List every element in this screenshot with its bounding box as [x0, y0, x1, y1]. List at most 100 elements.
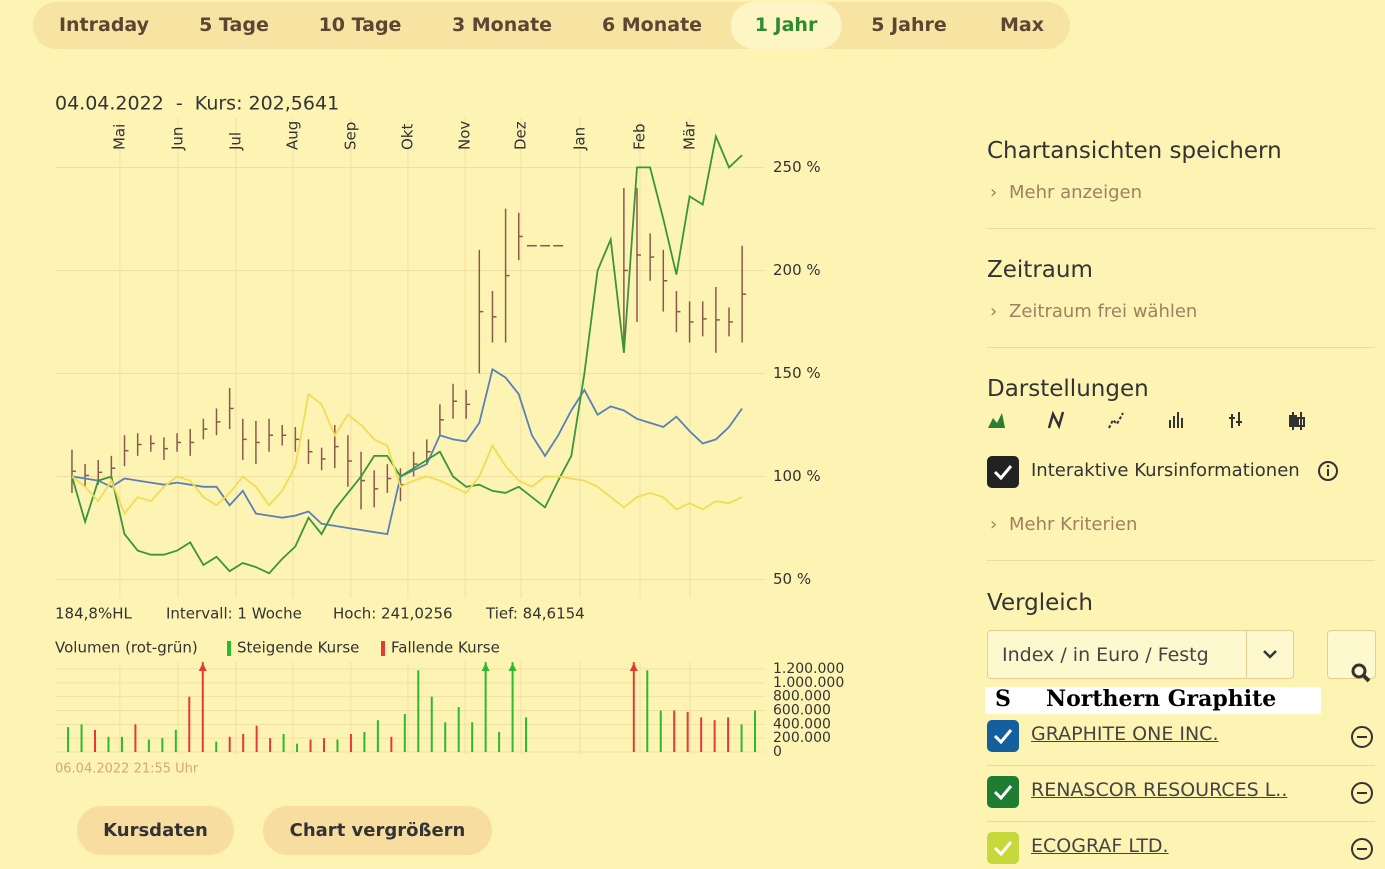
- checkbox[interactable]: [987, 832, 1019, 864]
- tab[interactable]: 5 Jahre: [871, 14, 947, 36]
- chevron: ›: [990, 514, 998, 535]
- y-tick-label: 800.000: [773, 689, 831, 705]
- search-icon: [1351, 663, 1371, 683]
- section-title: Chartansichten speichern: [987, 138, 1282, 164]
- select[interactable]: Index / in Euro / Festg: [987, 630, 1294, 679]
- x-tick-label: Nov: [455, 121, 473, 150]
- volume-bars: [67, 662, 757, 752]
- check: [993, 729, 1013, 745]
- legend-item[interactable]: RENASCOR RESOURCES L..: [1031, 779, 1288, 801]
- x-tick-label: Sep: [341, 122, 359, 150]
- y-tick-label: 400.000: [773, 716, 831, 732]
- tab[interactable]: 6 Monate: [601, 14, 703, 36]
- y-tick-label: 50 %: [773, 570, 811, 588]
- info-icon[interactable]: [1317, 460, 1339, 482]
- legend-label: Steigende Kurse: [237, 639, 359, 657]
- link[interactable]: Zeitraum frei wählen: [1009, 301, 1198, 322]
- x-tick-label: Feb: [631, 123, 649, 150]
- icon-ohlc[interactable]: [1229, 412, 1242, 428]
- tab[interactable]: Intraday: [58, 14, 150, 36]
- view-icons: [988, 410, 1305, 430]
- divider: [987, 821, 1375, 822]
- chevron: ›: [990, 301, 998, 322]
- overflow-arrow: [508, 663, 517, 671]
- tab[interactable]: 5 Tage: [199, 14, 269, 36]
- line-series: [71, 133, 743, 575]
- x-tick-label: Jun: [168, 127, 186, 151]
- x-tick-label: Mai: [110, 124, 128, 150]
- stat: 184,8%HL: [55, 605, 132, 623]
- chart-header: 04.04.2022 - Kurs: 202,5641: [55, 93, 339, 115]
- y-tick-label: 1.200.000: [773, 661, 844, 677]
- separator: [1246, 631, 1247, 678]
- overlay-band: S Northern Graphite: [985, 686, 1321, 714]
- check: [993, 465, 1013, 481]
- link[interactable]: Mehr Kriterien: [1009, 514, 1138, 535]
- icon-bars[interactable]: [1169, 412, 1183, 428]
- stat: Hoch: 241,0256: [333, 605, 453, 623]
- x-tick-label: Dez: [511, 121, 529, 150]
- section-title: Zeitraum: [987, 257, 1093, 283]
- x-tick-label: Mär: [680, 121, 698, 150]
- remove-icon[interactable]: [1349, 780, 1375, 806]
- volume-title: Volumen (rot-grün): [55, 639, 198, 657]
- search-button[interactable]: [1327, 630, 1376, 683]
- x-tick-label: Aug: [283, 121, 301, 150]
- y-tick-label: 200 %: [773, 261, 821, 279]
- x-tick-label: Jul: [226, 132, 244, 151]
- icon-area[interactable]: [988, 413, 1005, 428]
- remove-icon[interactable]: [1349, 724, 1375, 750]
- section-title: Darstellungen: [987, 376, 1149, 402]
- overflow-arrow: [198, 663, 207, 671]
- chevron-down: [1263, 650, 1277, 659]
- line-series: [71, 392, 743, 516]
- remove-circle: [1351, 782, 1373, 804]
- button[interactable]: Chart vergrößern: [263, 806, 492, 855]
- legend-label: Fallende Kurse: [391, 639, 500, 657]
- section-title: Vergleich: [987, 590, 1093, 616]
- check: [993, 785, 1013, 801]
- y-tick-label: 200.000: [773, 730, 831, 746]
- overflow-arrow: [481, 663, 490, 671]
- line-series: [71, 367, 743, 536]
- y-tick-label: 600.000: [773, 703, 831, 719]
- checkbox[interactable]: [987, 776, 1019, 808]
- button[interactable]: Kursdaten: [77, 806, 234, 855]
- x-tick-label: Okt: [398, 124, 416, 150]
- tab[interactable]: Max: [1000, 14, 1044, 36]
- tab[interactable]: 10 Tage: [318, 14, 402, 36]
- chevron: ›: [990, 182, 998, 203]
- x-tick-label: Jan: [570, 127, 588, 151]
- tab[interactable]: 3 Monate: [451, 14, 553, 36]
- legend-item[interactable]: GRAPHITE ONE INC.: [1031, 723, 1219, 745]
- legend-swatch: [227, 641, 231, 656]
- checkbox-label: Interaktive Kursinformationen: [1031, 460, 1300, 481]
- icon-dots[interactable]: [1108, 412, 1124, 429]
- divider: [987, 560, 1375, 561]
- tab[interactable]: 1 Jahr: [730, 2, 842, 49]
- tab-bar: Intraday 5 Tage 10 Tage 3 Monate 6 Monate 1 J…: [33, 2, 1070, 49]
- timestamp: 06.04.2022 21:55 Uhr: [55, 762, 199, 777]
- checkbox[interactable]: [987, 720, 1019, 752]
- icon-line[interactable]: [1047, 410, 1065, 430]
- y-tick-label: 0: [773, 744, 782, 760]
- check-path: [993, 729, 1013, 745]
- select-text: Index / in Euro / Festg: [1002, 644, 1209, 666]
- remove-icon[interactable]: [1349, 836, 1375, 862]
- y-tick-label: 150 %: [773, 364, 821, 382]
- divider: [987, 765, 1375, 766]
- check-path: [993, 785, 1013, 801]
- y-tick-label: 250 %: [773, 158, 821, 176]
- stat: Intervall: 1 Woche: [166, 605, 302, 623]
- check: [993, 841, 1013, 857]
- y-tick-label: 1.000.000: [773, 675, 844, 691]
- remove-circle: [1351, 838, 1373, 860]
- link[interactable]: Mehr anzeigen: [1009, 182, 1143, 203]
- stat: Tief: 84,6154: [485, 605, 585, 623]
- icon-candle[interactable]: [1289, 412, 1305, 430]
- overflow-arrow: [629, 663, 638, 671]
- checkbox[interactable]: [987, 456, 1019, 488]
- legend-item[interactable]: ECOGRAF LTD.: [1031, 835, 1169, 857]
